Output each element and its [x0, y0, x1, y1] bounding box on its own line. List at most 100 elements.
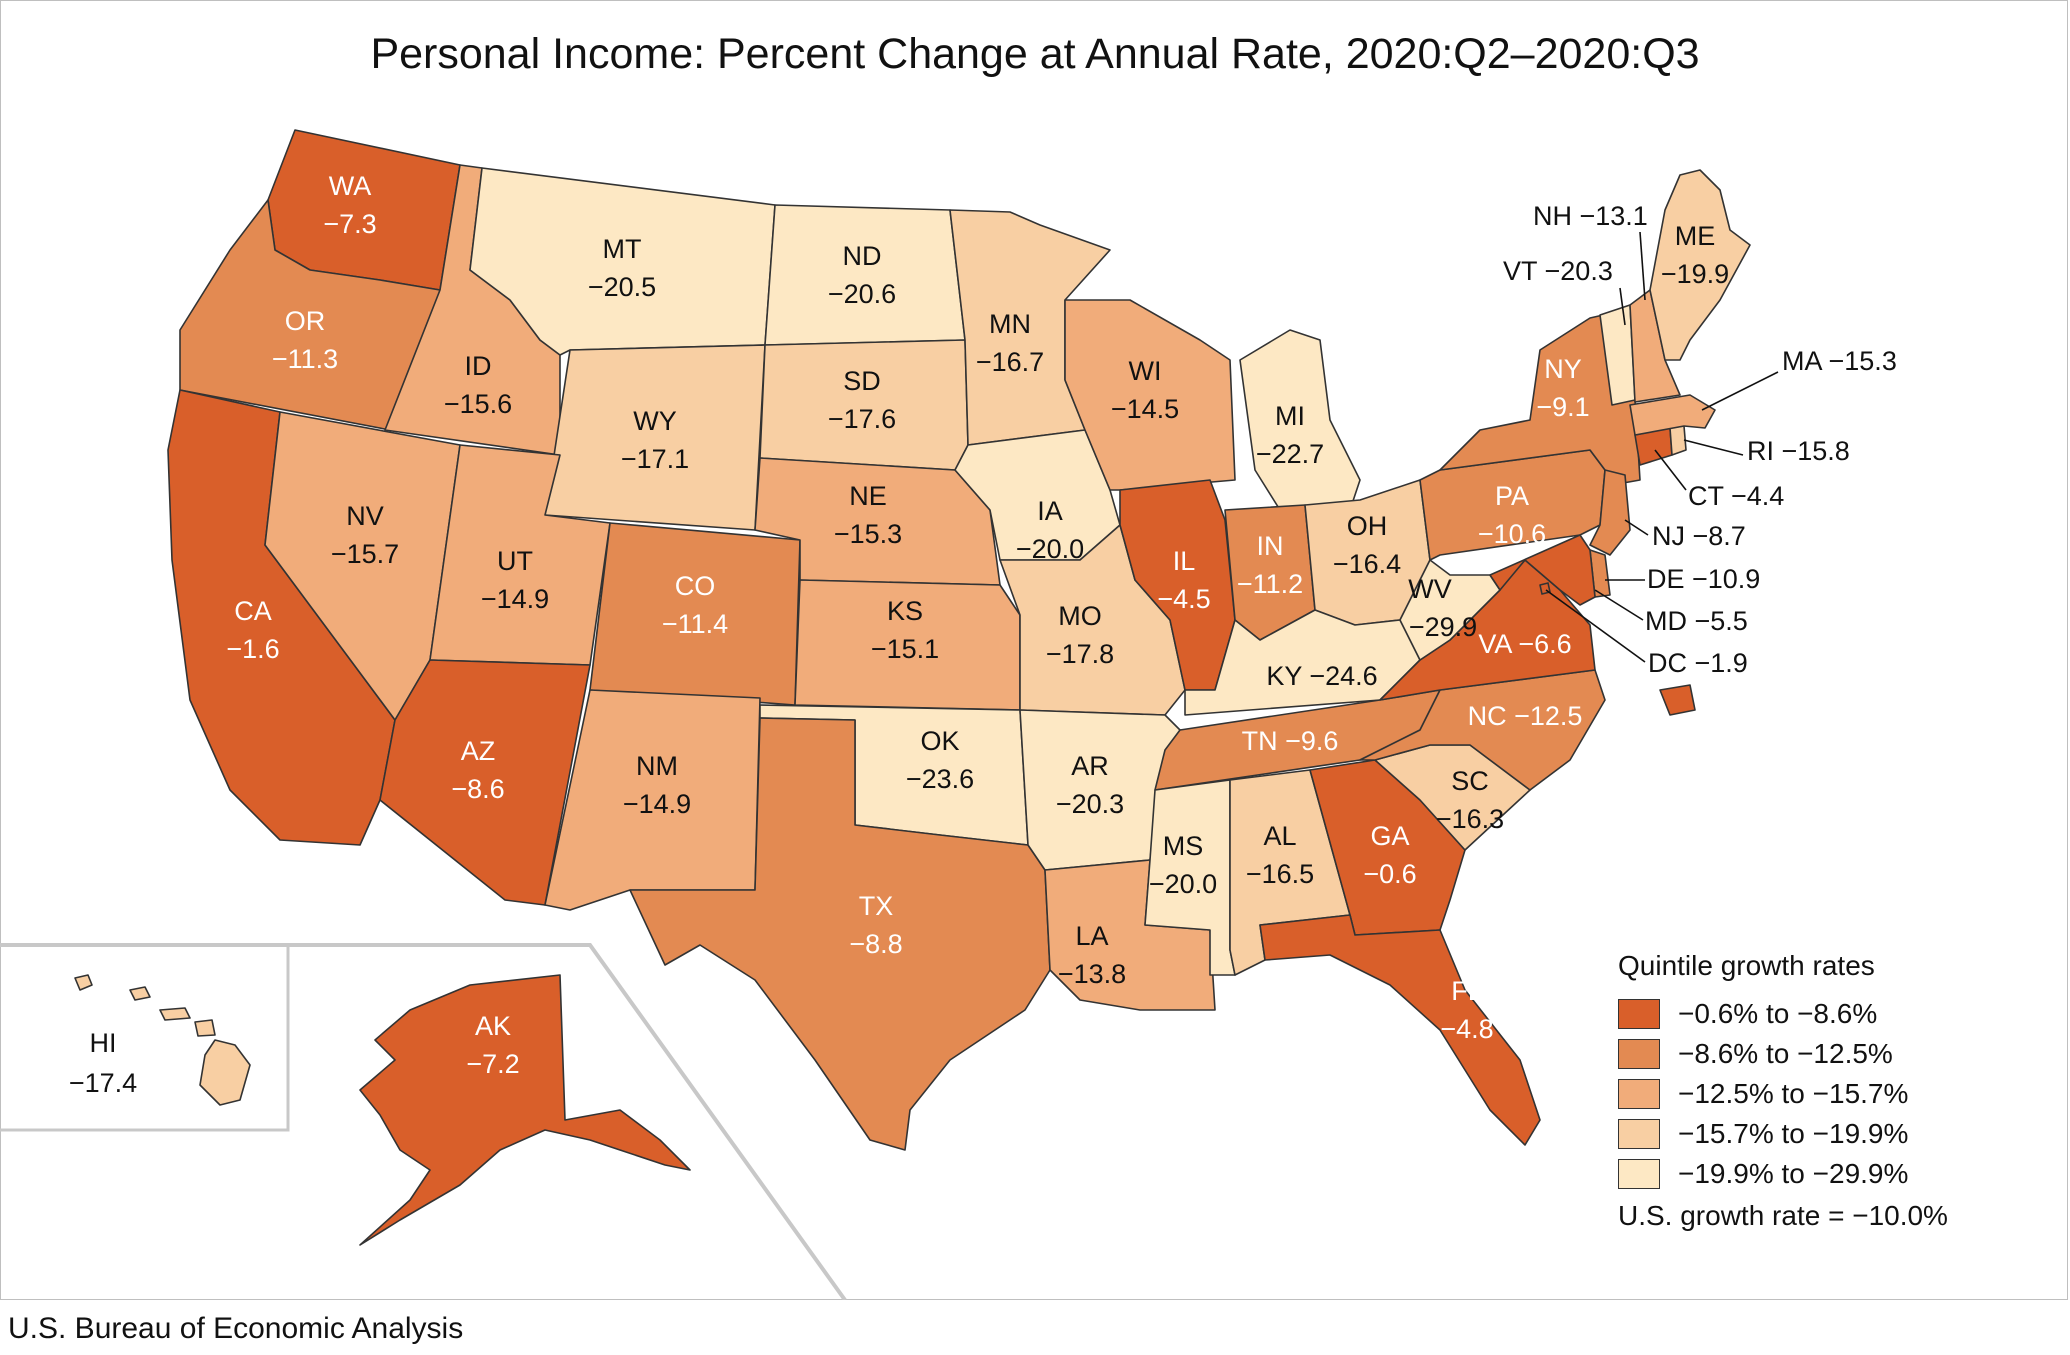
- state-label-tx: TX: [859, 891, 894, 921]
- state-nj[interactable]: [1589, 469, 1631, 556]
- state-callout-md: MD −5.5: [1645, 606, 1748, 636]
- state-label-pa: PA: [1495, 481, 1529, 511]
- state-callout-ct: CT −4.4: [1688, 481, 1784, 511]
- us-growth-rate: U.S. growth rate = −10.0%: [1618, 1200, 1948, 1231]
- state-value-ia: −20.0: [1016, 534, 1084, 564]
- state-fl[interactable]: [1259, 914, 1541, 1146]
- state-value-hi: −17.4: [69, 1068, 137, 1098]
- state-label-la: LA: [1075, 921, 1108, 951]
- state-value-ny: −9.1: [1536, 392, 1589, 422]
- state-value-ut: −14.9: [481, 584, 549, 614]
- state-label-ut: UT: [497, 546, 533, 576]
- state-label-il: IL: [1173, 546, 1196, 576]
- state-label-nv: NV: [346, 501, 384, 531]
- state-value-ms: −20.0: [1149, 869, 1217, 899]
- state-tx[interactable]: [629, 717, 1051, 1151]
- state-ri[interactable]: [1669, 425, 1687, 456]
- state-callout-nh: NH −13.1: [1533, 201, 1648, 231]
- callouts-layer: NH −13.1 VT −20.3 MA −15.3 RI −15.8 CT −4.4 N…: [1503, 201, 1897, 678]
- state-label-sd: SD: [843, 366, 881, 396]
- state-label-ky: KY −24.6: [1266, 661, 1377, 691]
- state-hi[interactable]: [199, 1039, 251, 1106]
- state-mi[interactable]: [1239, 329, 1361, 511]
- hawaii-island-maui: [194, 1019, 216, 1037]
- state-value-az: −8.6: [451, 774, 504, 804]
- leader-line-ri: [1683, 439, 1744, 456]
- legend-title: Quintile growth rates: [1618, 950, 1875, 981]
- state-value-mi: −22.7: [1256, 439, 1324, 469]
- legend-item: −15.7% to −19.9%: [1618, 1114, 2038, 1154]
- state-az[interactable]: [379, 659, 591, 906]
- state-label-az: AZ: [461, 736, 496, 766]
- legend-swatch: [1618, 1159, 1660, 1189]
- state-label-mn: MN: [989, 309, 1031, 339]
- state-label-id: ID: [465, 351, 492, 381]
- state-value-mo: −17.8: [1046, 639, 1114, 669]
- state-nd[interactable]: [764, 204, 966, 346]
- state-value-wi: −14.5: [1111, 394, 1179, 424]
- state-nh[interactable]: [1629, 289, 1681, 403]
- leader-line-ct: [1654, 449, 1687, 491]
- state-value-or: −11.3: [272, 344, 338, 374]
- state-label-nm: NM: [636, 751, 678, 781]
- state-value-sd: −17.6: [828, 404, 896, 434]
- state-ak[interactable]: [359, 974, 691, 1246]
- state-nc[interactable]: [1359, 669, 1606, 791]
- state-label-al: AL: [1263, 821, 1296, 851]
- state-label-ms: MS: [1163, 831, 1204, 861]
- legend-label: −0.6% to −8.6%: [1678, 998, 1878, 1029]
- state-wy[interactable]: [544, 344, 766, 531]
- leader-line-dc: [1545, 589, 1646, 663]
- state-label-ok: OK: [920, 726, 959, 756]
- state-value-wa: −7.3: [323, 209, 376, 239]
- state-callout-nj: NJ −8.7: [1652, 521, 1746, 551]
- state-value-mn: −16.7: [976, 347, 1044, 377]
- state-label-ks: KS: [887, 596, 923, 626]
- state-label-wy: WY: [633, 406, 677, 436]
- legend-label: −19.9% to −29.9%: [1678, 1158, 1909, 1189]
- labels-layer: WA −7.3 OR −11.3 CA −1.6 ID −15.6 NV −15.7 MT −20.5…: [69, 171, 1729, 1098]
- legend-item: −8.6% to −12.5%: [1618, 1034, 2038, 1074]
- state-value-ak: −7.2: [466, 1049, 519, 1079]
- state-ma[interactable]: [1629, 394, 1716, 436]
- state-label-mt: MT: [603, 234, 642, 264]
- state-label-nd: ND: [843, 241, 882, 271]
- leader-line-nj: [1624, 519, 1649, 536]
- legend-item: −12.5% to −15.7%: [1618, 1074, 2038, 1114]
- state-value-me: −19.9: [1661, 259, 1729, 289]
- state-label-ne: NE: [849, 481, 887, 511]
- state-value-in: −11.2: [1237, 569, 1303, 599]
- legend-swatch: [1618, 1079, 1660, 1109]
- state-value-pa: −10.6: [1478, 519, 1546, 549]
- state-callout-ri: RI −15.8: [1747, 436, 1850, 466]
- state-value-co: −11.4: [662, 609, 728, 639]
- legend-swatch: [1618, 1119, 1660, 1149]
- legend-label: −15.7% to −19.9%: [1678, 1118, 1909, 1149]
- state-me[interactable]: [1649, 169, 1751, 361]
- legend-label: −12.5% to −15.7%: [1678, 1078, 1909, 1109]
- hawaii-island-kauai: [74, 974, 93, 991]
- hawaii-island-oahu: [129, 986, 151, 1001]
- state-md[interactable]: [1489, 534, 1596, 606]
- state-label-wi: WI: [1129, 356, 1162, 386]
- state-value-id: −15.6: [444, 389, 512, 419]
- legend-rows: −0.6% to −8.6% −8.6% to −12.5% −12.5% to −…: [1618, 994, 2038, 1194]
- state-value-la: −13.8: [1058, 959, 1126, 989]
- us-choropleth-map: WA −7.3 OR −11.3 CA −1.6 ID −15.6 NV −15.7 MT −20.5…: [0, 129, 1897, 1300]
- state-value-oh: −16.4: [1333, 549, 1401, 579]
- state-value-ca: −1.6: [226, 634, 279, 664]
- legend-label: −8.6% to −12.5%: [1678, 1038, 1893, 1069]
- state-label-oh: OH: [1347, 511, 1388, 541]
- state-value-sc: −16.3: [1436, 804, 1504, 834]
- state-value-nm: −14.9: [623, 789, 691, 819]
- state-callout-vt: VT −20.3: [1503, 256, 1613, 286]
- state-label-ga: GA: [1370, 821, 1409, 851]
- state-label-fl: FL: [1451, 976, 1483, 1006]
- state-label-me: ME: [1675, 221, 1716, 251]
- state-label-mi: MI: [1275, 401, 1305, 431]
- state-label-wv: WV: [1408, 574, 1452, 604]
- state-label-hi: HI: [90, 1028, 117, 1058]
- state-label-ia: IA: [1037, 496, 1063, 526]
- state-value-il: −4.5: [1157, 584, 1210, 614]
- state-value-mt: −20.5: [588, 272, 656, 302]
